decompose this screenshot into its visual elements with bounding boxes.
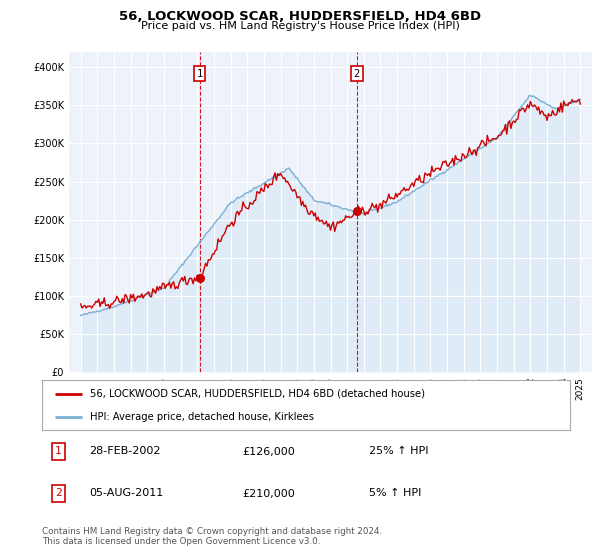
Text: 28-FEB-2002: 28-FEB-2002 (89, 446, 161, 456)
Text: £210,000: £210,000 (242, 488, 295, 498)
Text: 25% ↑ HPI: 25% ↑ HPI (370, 446, 429, 456)
Text: 05-AUG-2011: 05-AUG-2011 (89, 488, 164, 498)
Text: Price paid vs. HM Land Registry's House Price Index (HPI): Price paid vs. HM Land Registry's House … (140, 21, 460, 31)
Text: 5% ↑ HPI: 5% ↑ HPI (370, 488, 422, 498)
Text: 56, LOCKWOOD SCAR, HUDDERSFIELD, HD4 6BD (detached house): 56, LOCKWOOD SCAR, HUDDERSFIELD, HD4 6BD… (89, 389, 425, 399)
Text: £126,000: £126,000 (242, 446, 295, 456)
Text: Contains HM Land Registry data © Crown copyright and database right 2024.
This d: Contains HM Land Registry data © Crown c… (42, 526, 382, 546)
Text: 2: 2 (353, 69, 360, 79)
Text: 56, LOCKWOOD SCAR, HUDDERSFIELD, HD4 6BD: 56, LOCKWOOD SCAR, HUDDERSFIELD, HD4 6BD (119, 10, 481, 23)
Text: HPI: Average price, detached house, Kirklees: HPI: Average price, detached house, Kirk… (89, 412, 314, 422)
Text: 1: 1 (55, 446, 62, 456)
Text: 2: 2 (55, 488, 62, 498)
Text: 1: 1 (197, 69, 203, 79)
